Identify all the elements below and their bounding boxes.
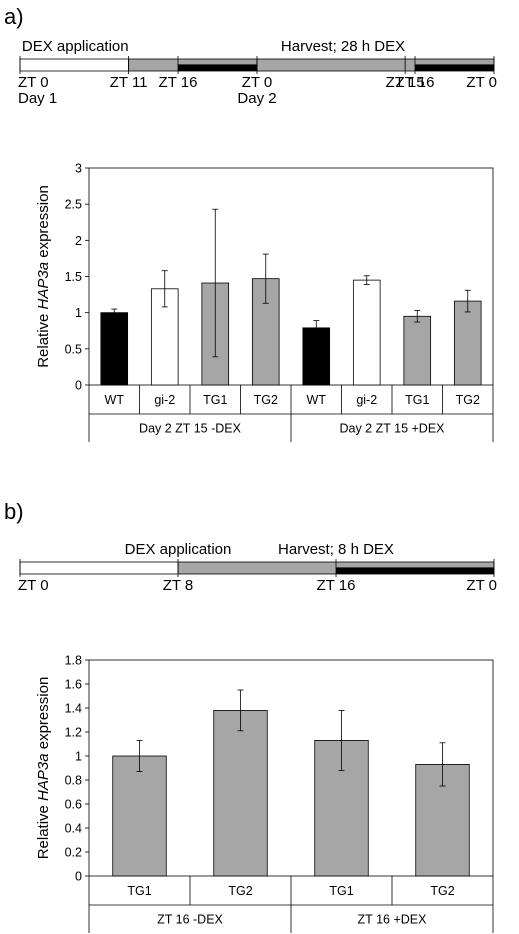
y-axis-label-prefix: Relative	[35, 309, 52, 367]
y-tick-label-9: 1.8	[65, 654, 82, 668]
bar-1	[213, 710, 268, 877]
y-tick-label-7: 1.4	[65, 702, 82, 716]
y-tick-label-6: 3	[75, 162, 82, 176]
timeline-segment-0	[19, 58, 130, 72]
timeline-marker-label-3-0: ZT 0	[466, 577, 497, 594]
plot-frame	[88, 167, 494, 386]
category-label-5: gi-2	[356, 393, 377, 407]
category-label-2: TG1	[203, 393, 227, 407]
category-label-7: TG2	[456, 393, 480, 407]
night-bar-0	[336, 567, 494, 574]
y-tick-label-1: 0.5	[65, 342, 82, 356]
category-label-1: TG2	[228, 884, 252, 898]
group-label-0: Day 2 ZT 15 -DEX	[139, 422, 242, 436]
bar-5	[352, 279, 381, 386]
category-label-2: TG1	[329, 884, 353, 898]
bar-4	[302, 327, 331, 386]
y-tick-label-4: 2	[75, 234, 82, 248]
night-bar-0	[178, 64, 257, 71]
timeline-marker-label-0-0: ZT 0	[18, 577, 49, 594]
y-axis-label-gene: HAP3a	[35, 753, 52, 801]
y-tick-label-6: 1.2	[65, 726, 82, 740]
y-tick-label-2: 1	[75, 306, 82, 320]
category-label-0: WT	[105, 393, 125, 407]
bar-0	[100, 312, 129, 386]
y-tick-label-2: 0.4	[65, 822, 82, 836]
timeline-marker-label-2-0: ZT 16	[159, 74, 198, 91]
timeline-b: ZT 0 ZT 8 ZT 16 ZT 0 DEX application Harvest;…	[18, 541, 497, 594]
timeline-segment-0	[19, 561, 179, 575]
y-axis-label: Relative HAP3a expression	[35, 185, 52, 368]
timeline-marker-label-0-0: ZT 0	[18, 74, 49, 91]
y-tick-label-3: 0.6	[65, 798, 82, 812]
bar-0	[112, 755, 167, 877]
bar-7	[453, 300, 482, 386]
timeline-marker-label-1-0: ZT 11	[110, 74, 148, 91]
group-label-0: ZT 16 -DEX	[157, 913, 223, 927]
y-axis-label-suffix: expression	[35, 185, 52, 262]
timeline-marker-label-2-0: ZT 16	[317, 577, 356, 594]
y-tick-label-5: 2.5	[65, 198, 82, 212]
y-tick-label-1: 0.2	[65, 846, 82, 860]
category-label-3: TG2	[430, 884, 454, 898]
category-label-1: gi-2	[154, 393, 175, 407]
timeline-marker-label-6-0: ZT 0	[466, 74, 497, 91]
timeline-event-0: DEX application	[125, 541, 232, 558]
y-axis-label-suffix: expression	[35, 677, 52, 754]
timeline-event-1: Harvest; 28 h DEX	[281, 38, 405, 55]
bar-1	[150, 288, 179, 386]
panel-label-a: a)	[4, 4, 24, 29]
y-tick-label-4: 0.8	[65, 774, 82, 788]
bar-6	[403, 315, 432, 386]
bar-chart-a: 0 0.5 1 1.5 2 2.5 3 WT gi-2 TG1 TG2 WT gi-2 TG1 TG2 Day…	[35, 162, 494, 442]
group-label-1: Day 2 ZT 15 +DEX	[339, 422, 445, 436]
night-bar-1	[415, 64, 494, 71]
timeline-marker-label-3-0: ZT 0	[242, 74, 273, 91]
timeline-event-1: Harvest; 8 h DEX	[278, 541, 394, 558]
category-label-4: WT	[307, 393, 327, 407]
y-tick-label-0: 0	[75, 379, 82, 393]
y-axis-label: Relative HAP3a expression	[35, 677, 52, 860]
panel-label-b: b)	[4, 499, 24, 524]
category-label-0: TG1	[127, 884, 151, 898]
category-label-3: TG2	[254, 393, 278, 407]
y-tick-label-0: 0	[75, 870, 82, 884]
y-tick-label-8: 1.6	[65, 678, 82, 692]
y-axis-label-gene: HAP3a	[35, 262, 52, 310]
bar-chart-b: 0 0.2 0.4 0.6 0.8 1 1.2 1.4 1.6 1.8 TG1 TG2 TG1 TG2 ZT…	[35, 654, 494, 933]
timeline-event-0: DEX application	[22, 38, 129, 55]
y-axis-label-prefix: Relative	[35, 801, 52, 859]
category-label-6: TG1	[405, 393, 429, 407]
y-tick-label-3: 1.5	[65, 270, 82, 284]
timeline-marker-label-3-1: Day 2	[237, 90, 276, 107]
timeline-marker-label-1-0: ZT 8	[163, 577, 194, 594]
timeline-marker-label-5-0: ZT 16	[396, 74, 435, 91]
group-label-1: ZT 16 +DEX	[358, 913, 428, 927]
timeline-marker-label-4-0: ZT 15	[386, 74, 425, 91]
y-tick-label-5: 1	[75, 750, 82, 764]
timeline-marker-label-0-1: Day 1	[18, 90, 57, 107]
